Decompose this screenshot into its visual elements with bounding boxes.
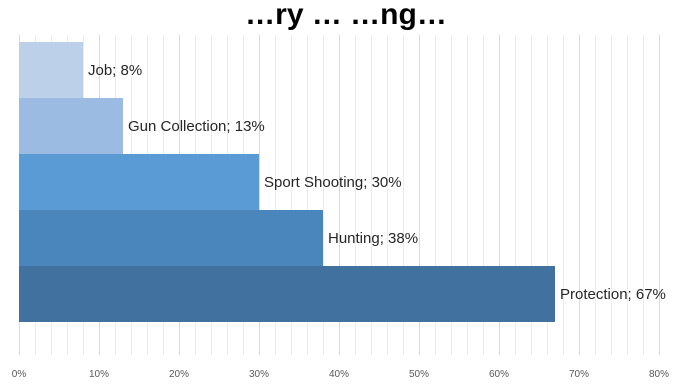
bar-job bbox=[19, 42, 83, 98]
x-tick-label: 60% bbox=[489, 369, 509, 380]
bar-gun-collection bbox=[19, 98, 123, 154]
x-tick-label: 20% bbox=[169, 369, 189, 380]
bar-hunting bbox=[19, 210, 323, 266]
data-label: Sport Shooting; 30% bbox=[264, 174, 402, 191]
x-tick-label: 70% bbox=[569, 369, 589, 380]
x-tick-label: 30% bbox=[249, 369, 269, 380]
bars bbox=[19, 42, 555, 322]
x-tick-label: 40% bbox=[329, 369, 349, 380]
x-axis-ticks: 0% 10% 20% 30% 40% 50% 60% 70% 80% bbox=[12, 369, 669, 380]
x-tick-label: 80% bbox=[649, 369, 669, 380]
chart-title: …ry … …ng… bbox=[245, 0, 447, 31]
data-label: Gun Collection; 13% bbox=[128, 118, 265, 135]
x-tick-label: 50% bbox=[409, 369, 429, 380]
data-label: Protection; 67% bbox=[560, 286, 666, 303]
data-label: Job; 8% bbox=[88, 62, 142, 79]
x-tick-label: 10% bbox=[89, 369, 109, 380]
data-labels: Job; 8% Gun Collection; 13% Sport Shooting… bbox=[88, 62, 666, 303]
data-label: Hunting; 38% bbox=[328, 230, 418, 247]
bar-protection bbox=[19, 266, 555, 322]
x-tick-label: 0% bbox=[12, 369, 27, 380]
bar-sport-shooting bbox=[19, 154, 259, 210]
